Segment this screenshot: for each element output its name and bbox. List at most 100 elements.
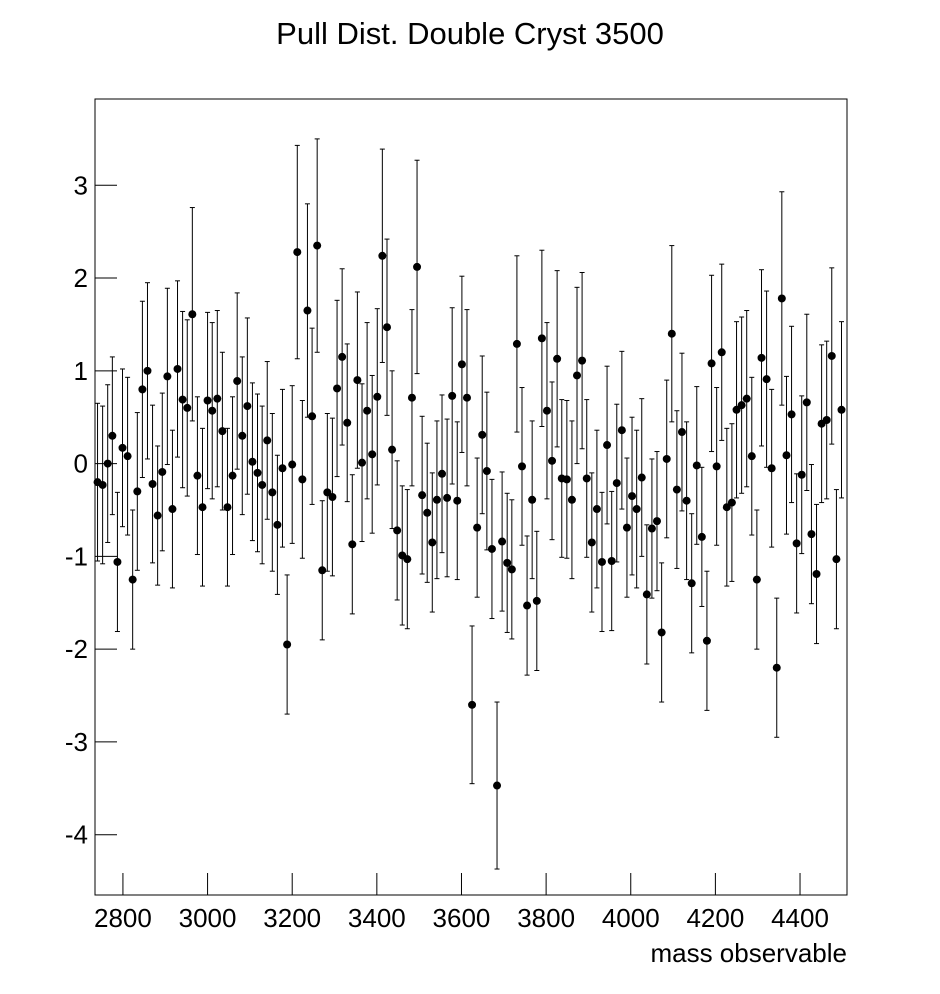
y-tick-label: -4 — [65, 820, 88, 850]
data-point — [587, 538, 596, 547]
data-point — [647, 524, 656, 533]
data-point — [228, 471, 237, 480]
data-point — [168, 505, 177, 514]
data-point — [248, 457, 257, 466]
data-point — [413, 262, 422, 271]
data-point — [792, 539, 801, 548]
data-point — [323, 488, 332, 497]
data-point — [837, 405, 846, 414]
data-point — [752, 575, 761, 584]
data-point — [278, 464, 287, 473]
y-tick-label: 3 — [74, 170, 88, 200]
data-point — [233, 377, 242, 386]
x-tick-label: 3600 — [433, 903, 491, 933]
x-tick-label: 3200 — [263, 903, 321, 933]
data-point — [503, 558, 512, 567]
data-point — [777, 294, 786, 303]
data-point — [133, 487, 142, 496]
data-point — [407, 393, 416, 402]
data-point — [268, 488, 277, 497]
data-point — [807, 530, 816, 539]
data-point — [747, 452, 756, 461]
data-point — [183, 403, 192, 412]
data-point — [677, 428, 686, 437]
data-point — [692, 461, 701, 470]
data-point — [603, 441, 612, 450]
data-point — [193, 471, 202, 480]
data-point — [128, 575, 137, 584]
data-point — [283, 640, 292, 649]
x-tick-label: 2800 — [94, 903, 152, 933]
data-point — [363, 406, 372, 415]
data-point — [238, 431, 247, 440]
data-point — [382, 323, 391, 332]
data-point — [328, 493, 337, 501]
data-point — [717, 348, 726, 357]
data-point — [403, 555, 412, 564]
data-point — [822, 415, 831, 424]
data-point — [393, 526, 402, 535]
data-point — [507, 565, 516, 574]
data-point — [313, 241, 322, 250]
data-point — [762, 375, 771, 384]
data-point — [657, 628, 666, 637]
data-point — [348, 540, 357, 549]
data-point — [628, 492, 637, 501]
data-point — [468, 700, 477, 709]
data-point — [742, 394, 751, 403]
data-point — [617, 426, 626, 435]
data-point — [652, 517, 661, 526]
data-point — [517, 462, 526, 471]
data-point — [288, 460, 297, 469]
data-point — [592, 505, 601, 514]
x-tick-label: 4400 — [771, 903, 829, 933]
data-point — [418, 491, 427, 500]
data-point — [438, 469, 447, 478]
data-point — [457, 360, 466, 369]
data-point — [478, 430, 487, 439]
data-point — [812, 570, 821, 579]
data-point — [573, 371, 582, 380]
data-point — [303, 306, 312, 315]
data-point — [178, 395, 187, 404]
data-point — [273, 520, 282, 529]
data-point — [368, 450, 377, 459]
data-point — [512, 339, 521, 348]
data-point — [308, 412, 317, 421]
data-point — [712, 462, 721, 471]
data-point — [293, 248, 302, 257]
data-point — [108, 431, 117, 440]
data-point — [597, 557, 606, 566]
data-point — [388, 445, 397, 454]
data-point — [797, 470, 806, 479]
data-point — [243, 402, 252, 411]
data-point — [343, 418, 352, 427]
data-point — [158, 467, 167, 476]
data-point — [832, 555, 841, 564]
data-point — [782, 451, 791, 460]
data-point — [298, 475, 307, 484]
x-axis-label: mass observable — [650, 938, 847, 968]
y-tick-label: 2 — [74, 263, 88, 293]
data-point — [757, 353, 766, 362]
data-point — [787, 410, 796, 419]
data-point — [118, 443, 127, 452]
data-point — [722, 503, 731, 512]
data-point — [642, 590, 651, 599]
y-tick-label: 1 — [74, 356, 88, 386]
data-point — [358, 458, 367, 467]
data-point — [148, 480, 157, 489]
data-point — [338, 352, 347, 361]
data-point — [767, 464, 776, 473]
data-point — [213, 394, 222, 403]
data-point — [567, 495, 576, 504]
data-point — [523, 601, 532, 610]
data-point — [802, 398, 811, 407]
data-point — [223, 503, 232, 512]
data-point — [562, 475, 571, 484]
x-tick-label: 3800 — [517, 903, 575, 933]
data-point — [333, 384, 342, 393]
data-point — [827, 351, 836, 360]
data-point — [203, 396, 212, 405]
data-point — [143, 366, 152, 375]
